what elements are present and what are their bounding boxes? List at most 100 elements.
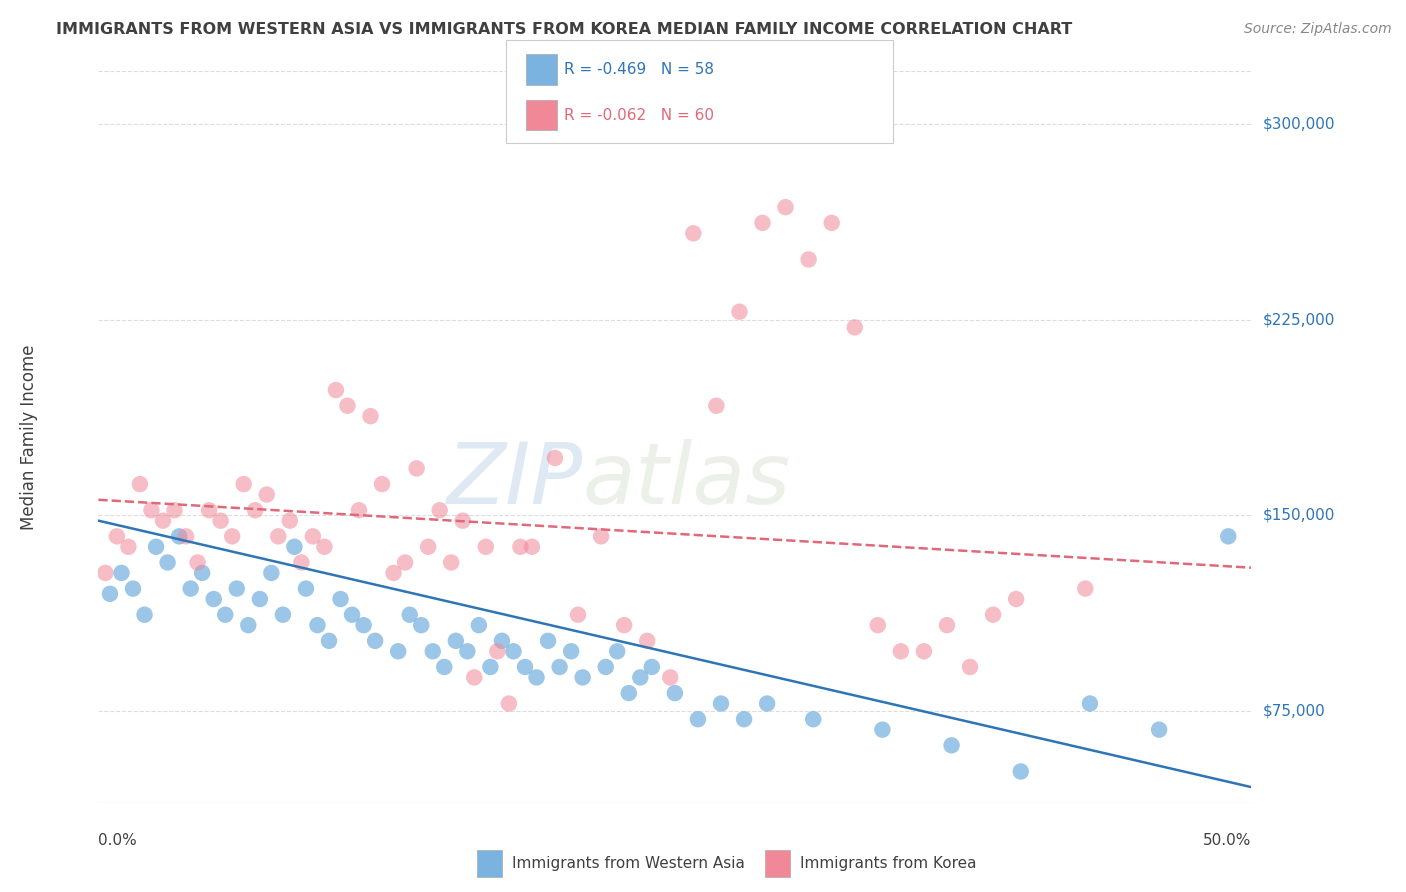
Point bbox=[191, 566, 214, 580]
Point bbox=[981, 607, 1004, 622]
Point bbox=[418, 540, 440, 554]
Point bbox=[387, 644, 409, 658]
Point bbox=[659, 670, 682, 684]
Point bbox=[520, 540, 543, 554]
Point bbox=[245, 503, 267, 517]
Point bbox=[260, 566, 283, 580]
Point bbox=[641, 660, 664, 674]
Point bbox=[110, 566, 132, 580]
Point bbox=[163, 503, 186, 517]
Point bbox=[267, 529, 290, 543]
Point bbox=[595, 660, 617, 674]
Point bbox=[117, 540, 139, 554]
Text: $75,000: $75,000 bbox=[1263, 704, 1326, 719]
Point bbox=[706, 399, 728, 413]
Point bbox=[866, 618, 889, 632]
Text: 50.0%: 50.0% bbox=[1204, 833, 1251, 848]
Point bbox=[94, 566, 117, 580]
Point bbox=[433, 660, 456, 674]
Point bbox=[180, 582, 202, 596]
Text: R = -0.062   N = 60: R = -0.062 N = 60 bbox=[564, 108, 714, 122]
Point bbox=[422, 644, 444, 658]
Point bbox=[174, 529, 197, 543]
Point bbox=[340, 607, 363, 622]
Point bbox=[710, 697, 733, 711]
Text: $300,000: $300,000 bbox=[1263, 116, 1334, 131]
Point bbox=[295, 582, 318, 596]
Point bbox=[1147, 723, 1170, 737]
Point bbox=[498, 697, 520, 711]
Point bbox=[98, 587, 121, 601]
Point bbox=[238, 618, 260, 632]
Point bbox=[509, 540, 531, 554]
Point bbox=[491, 633, 513, 648]
Point bbox=[797, 252, 820, 267]
Point bbox=[371, 477, 394, 491]
Point bbox=[145, 540, 167, 554]
Point bbox=[479, 660, 502, 674]
Point bbox=[141, 503, 163, 517]
Point bbox=[444, 633, 467, 648]
Text: Immigrants from Korea: Immigrants from Korea bbox=[800, 856, 977, 871]
Point bbox=[336, 399, 359, 413]
Point bbox=[314, 540, 336, 554]
Point bbox=[232, 477, 254, 491]
Point bbox=[756, 697, 779, 711]
Point bbox=[278, 514, 301, 528]
Text: IMMIGRANTS FROM WESTERN ASIA VS IMMIGRANTS FROM KOREA MEDIAN FAMILY INCOME CORRE: IMMIGRANTS FROM WESTERN ASIA VS IMMIGRAN… bbox=[56, 22, 1073, 37]
Point bbox=[122, 582, 145, 596]
Point bbox=[382, 566, 405, 580]
Point bbox=[1074, 582, 1097, 596]
Point bbox=[202, 592, 225, 607]
Point bbox=[912, 644, 935, 658]
Point bbox=[347, 503, 370, 517]
Point bbox=[606, 644, 628, 658]
Point bbox=[105, 529, 128, 543]
Point bbox=[617, 686, 640, 700]
Point bbox=[394, 556, 416, 570]
Point bbox=[214, 607, 236, 622]
Point bbox=[329, 592, 352, 607]
Point bbox=[152, 514, 174, 528]
Point bbox=[636, 633, 658, 648]
Point bbox=[844, 320, 866, 334]
Point bbox=[256, 487, 278, 501]
Text: $150,000: $150,000 bbox=[1263, 508, 1334, 523]
Point bbox=[613, 618, 636, 632]
Point bbox=[733, 712, 755, 726]
Point bbox=[571, 670, 593, 684]
Point bbox=[513, 660, 536, 674]
Point bbox=[628, 670, 651, 684]
Point bbox=[209, 514, 232, 528]
Point bbox=[225, 582, 247, 596]
Text: Source: ZipAtlas.com: Source: ZipAtlas.com bbox=[1244, 22, 1392, 37]
Text: Median Family Income: Median Family Income bbox=[20, 344, 38, 530]
Point bbox=[682, 227, 704, 241]
Point bbox=[664, 686, 686, 700]
Point bbox=[567, 607, 589, 622]
Point bbox=[271, 607, 294, 622]
Point bbox=[360, 409, 382, 424]
Point bbox=[411, 618, 433, 632]
Point bbox=[941, 739, 963, 753]
Point bbox=[751, 216, 773, 230]
Point bbox=[591, 529, 613, 543]
Point bbox=[353, 618, 375, 632]
Point bbox=[821, 216, 844, 230]
Point bbox=[463, 670, 485, 684]
Point bbox=[475, 540, 498, 554]
Point bbox=[405, 461, 427, 475]
Point bbox=[129, 477, 152, 491]
Point bbox=[1078, 697, 1101, 711]
Point bbox=[801, 712, 824, 726]
Point bbox=[548, 660, 571, 674]
Point bbox=[187, 556, 209, 570]
Point bbox=[156, 556, 179, 570]
Point bbox=[872, 723, 894, 737]
Point bbox=[537, 633, 560, 648]
Text: 0.0%: 0.0% bbox=[98, 833, 138, 848]
Point bbox=[283, 540, 305, 554]
Point bbox=[440, 556, 463, 570]
Point bbox=[318, 633, 340, 648]
Point bbox=[686, 712, 709, 726]
